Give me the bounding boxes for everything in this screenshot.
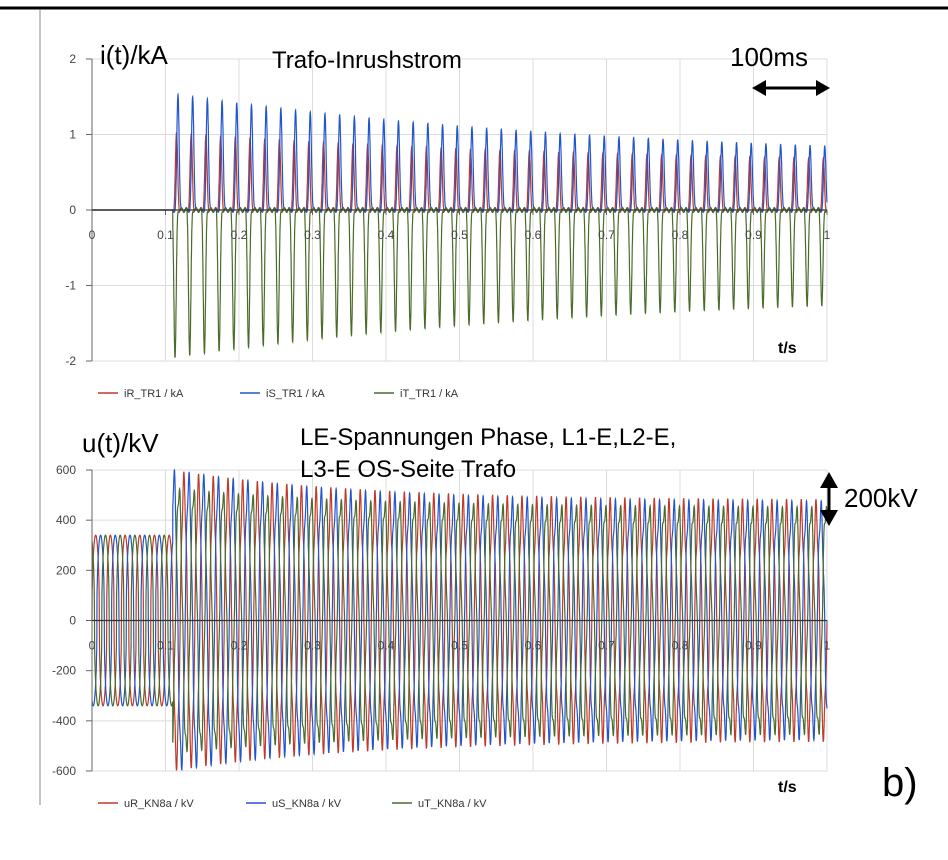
y-tick-label: 0	[69, 614, 76, 628]
x-tick-label: 0.7	[598, 228, 615, 242]
x-tick-label: 0.6	[525, 639, 542, 653]
voltage-y-label: u(t)/kV	[82, 428, 159, 458]
y-tick-label: -2	[65, 354, 76, 368]
x-tick-label: 0.9	[745, 639, 762, 653]
y-tick-label: -400	[52, 714, 76, 728]
current-title: Trafo-Inrushstrom	[272, 47, 462, 74]
x-tick-label: 0.2	[231, 639, 248, 653]
legend-label-uS: uS_KN8a / kV	[272, 798, 342, 810]
current-tick-labels: 0 0.1 0.2 0.3 0.4 0.5 0.6 0.7 0.8 0.9 1 2 1 0 -1 -2	[65, 52, 830, 368]
time-scale-annotation: 100ms	[730, 42, 808, 72]
series-line-uT_KN8a	[91, 486, 828, 753]
x-tick-label: 0.9	[745, 228, 762, 242]
x-tick-label: 0.1	[157, 639, 174, 653]
x-tick-label: 0.3	[304, 228, 321, 242]
x-tick-label: 0.8	[672, 228, 689, 242]
x-tick-label: 0.1	[157, 228, 174, 242]
x-tick-label: 1	[824, 228, 831, 242]
y-tick-label: -600	[52, 764, 76, 778]
legend-label-iS: iS_TR1 / kA	[266, 388, 325, 400]
panel-label: b)	[882, 761, 918, 805]
x-tick-label: 0.4	[378, 228, 395, 242]
time-scale-arrow	[752, 80, 830, 96]
x-tick-label: 0.5	[451, 639, 468, 653]
voltage-scale-annotation: 200kV	[844, 483, 918, 513]
x-tick-label: 0.6	[525, 228, 542, 242]
x-tick-label: 0.5	[451, 228, 468, 242]
voltage-x-label: t/s	[778, 779, 797, 796]
x-tick-label: 0.4	[378, 639, 395, 653]
voltage-title-line2: L3-E OS-Seite Trafo	[300, 456, 516, 483]
x-tick-label: 1	[824, 639, 831, 653]
current-axes	[86, 58, 828, 362]
current-y-label: i(t)/kA	[100, 40, 169, 70]
legend-label-iT: iT_TR1 / kA	[400, 388, 459, 400]
legend-label-uT: uT_KN8a / kV	[418, 798, 487, 810]
voltage-title-line1: LE-Spannungen Phase, L1-E,L2-E,	[300, 424, 676, 451]
voltage-axes	[86, 469, 828, 772]
current-chart: 0 0.1 0.2 0.3 0.4 0.5 0.6 0.7 0.8 0.9 1 2 1 0 -1 -2 i(t…	[65, 40, 830, 400]
current-legend: iR_TR1 / kA iS_TR1 / kA iT_TR1 / kA	[98, 388, 459, 400]
legend-label-uR: uR_KN8a / kV	[124, 798, 194, 810]
x-tick-label: 0	[89, 228, 96, 242]
series-line-uS_KN8a	[91, 468, 828, 772]
legend-label-iR: iR_TR1 / kA	[124, 388, 184, 400]
voltage-legend: uR_KN8a / kV uS_KN8a / kV uT_KN8a / kV	[98, 798, 487, 810]
y-tick-label: 400	[56, 513, 76, 527]
voltage-scale-arrow	[820, 472, 838, 526]
x-tick-label: 0	[89, 639, 96, 653]
x-tick-label: 0.7	[598, 639, 615, 653]
y-tick-label: -200	[52, 664, 76, 678]
y-tick-label: 1	[69, 128, 76, 142]
voltage-tick-labels: 0 0.1 0.2 0.3 0.4 0.5 0.6 0.7 0.8 0.9 16004002000-…	[52, 463, 831, 778]
voltage-chart: 0 0.1 0.2 0.3 0.4 0.5 0.6 0.7 0.8 0.9 16004002000-…	[52, 424, 918, 810]
x-tick-label: 0.3	[304, 639, 321, 653]
y-tick-label: -1	[65, 279, 76, 293]
x-tick-label: 0.8	[672, 639, 689, 653]
y-tick-label: 600	[56, 463, 76, 477]
current-x-label: t/s	[778, 340, 797, 357]
y-tick-label: 2	[69, 52, 76, 66]
y-tick-label: 0	[69, 203, 76, 217]
x-tick-label: 0.2	[231, 228, 248, 242]
y-tick-label: 200	[56, 563, 76, 577]
